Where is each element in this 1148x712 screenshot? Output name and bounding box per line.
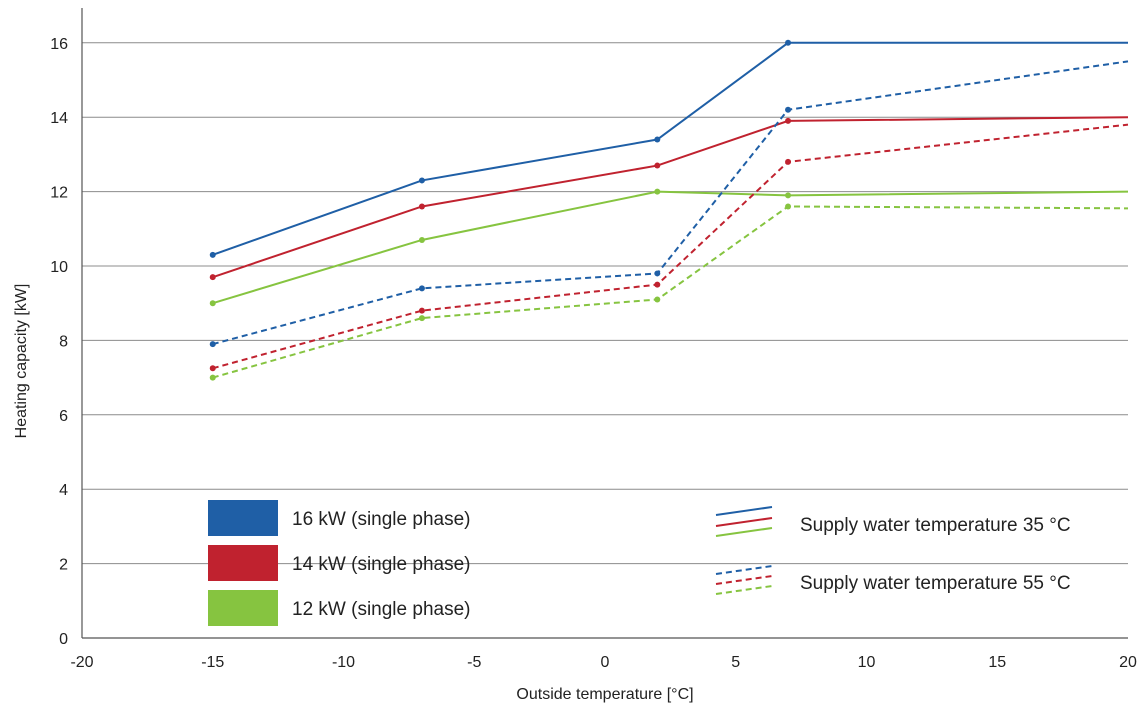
legend-line-sample <box>715 585 773 595</box>
series-line <box>212 41 1128 256</box>
series-line <box>212 205 1129 379</box>
legend-capacity-label: 12 kW (single phase) <box>292 599 470 620</box>
y-tick-label: 14 <box>50 110 68 127</box>
data-point <box>209 341 216 348</box>
data-point <box>654 188 661 195</box>
legend-line-sample <box>715 575 773 585</box>
x-axis-label: Outside temperature [°C] <box>516 686 693 703</box>
data-point <box>209 300 216 307</box>
x-tick-label: 10 <box>858 654 876 671</box>
y-tick-label: 0 <box>59 631 68 648</box>
series-line <box>212 190 1129 305</box>
data-point <box>418 285 425 292</box>
data-point <box>785 192 792 199</box>
x-tick-label: 5 <box>731 654 740 671</box>
y-axis-label: Heating capacity [kW] <box>13 284 30 439</box>
x-tick-label: -5 <box>467 654 481 671</box>
data-point <box>785 117 792 124</box>
data-point <box>654 162 661 169</box>
x-tick-label: 15 <box>988 654 1006 671</box>
y-tick-label: 12 <box>50 185 68 202</box>
data-point <box>654 281 661 288</box>
data-point <box>785 158 792 165</box>
data-point <box>654 270 661 277</box>
data-series <box>209 39 1129 381</box>
legend-swatch <box>208 545 278 581</box>
series-line <box>212 116 1129 279</box>
legend-capacity-label: 14 kW (single phase) <box>292 554 470 575</box>
data-point <box>785 106 792 113</box>
data-point <box>418 203 425 210</box>
data-point <box>785 203 792 210</box>
x-tick-label: -15 <box>201 654 224 671</box>
y-tick-label: 2 <box>59 557 68 574</box>
y-tick-label: 10 <box>50 259 68 276</box>
tick-labels: 0 2 4 6 8 10 12 14 16 -20 -15 -10 -5 0 5 10 15 20 <box>50 36 1137 671</box>
data-point <box>785 39 792 46</box>
data-point <box>209 274 216 281</box>
grid-lines <box>82 42 1128 565</box>
legend-swatch <box>208 500 278 536</box>
x-tick-label: -10 <box>332 654 355 671</box>
x-tick-label: 0 <box>601 654 610 671</box>
data-point <box>654 136 661 143</box>
legend-swatch <box>208 590 278 626</box>
y-tick-label: 4 <box>59 482 68 499</box>
legend-line-sample <box>715 506 773 516</box>
data-point <box>209 251 216 258</box>
legend-line-sample <box>715 527 773 537</box>
legend-line-sample <box>715 517 773 527</box>
x-tick-label: -20 <box>70 654 93 671</box>
y-tick-label: 6 <box>59 408 68 425</box>
legend-style-label: Supply water temperature 55 °C <box>800 573 1071 594</box>
legend-style-label: Supply water temperature 35 °C <box>800 515 1071 536</box>
y-tick-label: 8 <box>59 333 68 350</box>
legend: 16 kW (single phase) 14 kW (single phase)… <box>208 500 1071 626</box>
data-point <box>418 315 425 322</box>
legend-line-sample <box>715 565 773 575</box>
x-tick-label: 20 <box>1119 654 1137 671</box>
series-line <box>212 60 1129 346</box>
axes <box>81 8 1128 639</box>
data-point <box>654 296 661 303</box>
data-point <box>209 365 216 372</box>
data-point <box>418 177 425 184</box>
data-point <box>418 307 425 314</box>
data-point <box>209 374 216 381</box>
y-tick-label: 16 <box>50 36 68 53</box>
legend-capacity-label: 16 kW (single phase) <box>292 509 470 530</box>
data-point <box>418 236 425 243</box>
